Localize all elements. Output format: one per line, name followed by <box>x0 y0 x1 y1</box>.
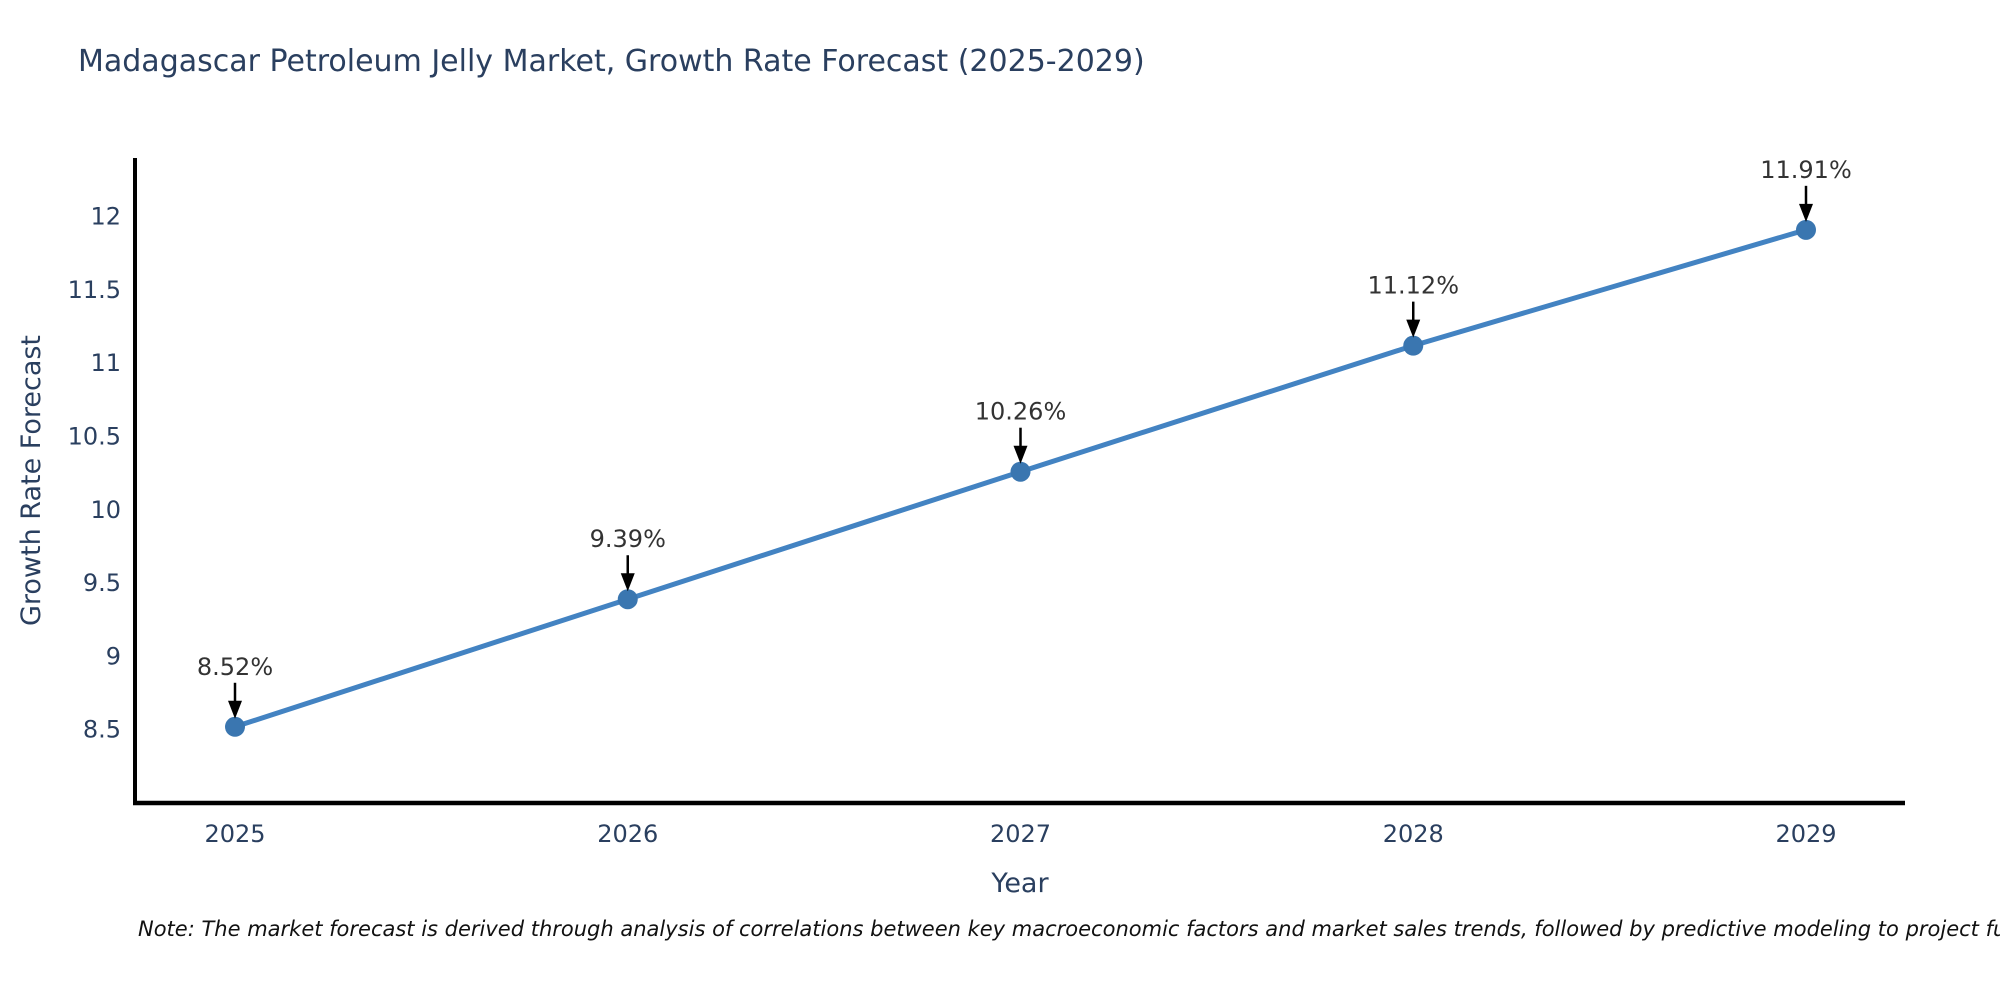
x-axis-title: Year <box>990 868 1049 899</box>
annotation-arrow-head <box>1799 203 1813 222</box>
x-tick-label: 2025 <box>204 820 265 848</box>
x-tick-label: 2026 <box>597 820 658 848</box>
y-tick-label: 10 <box>90 496 121 524</box>
annotation-label: 9.39% <box>590 525 666 553</box>
y-tick-label: 8.5 <box>83 716 121 744</box>
x-tick-label: 2028 <box>1383 820 1444 848</box>
data-point-marker <box>1796 219 1816 240</box>
footnote: Note: The market forecast is derived thr… <box>138 917 2000 941</box>
annotation-label: 8.52% <box>197 653 273 681</box>
y-axis-title: Growth Rate Forecast <box>16 335 47 626</box>
annotation-arrow-head <box>228 700 242 719</box>
y-tick-label: 9 <box>106 642 121 670</box>
x-tick-label: 2029 <box>1775 820 1836 848</box>
y-tick-label: 10.5 <box>68 423 121 451</box>
annotation-arrow-head <box>1013 445 1028 464</box>
annotation-label: 11.91% <box>1760 156 1852 184</box>
data-point-marker <box>1403 335 1424 356</box>
data-point-marker <box>225 716 245 737</box>
annotation-arrow-head <box>620 573 635 592</box>
annotation-arrow-head <box>1406 319 1421 338</box>
annotation-label: 10.26% <box>975 398 1067 426</box>
y-tick-label: 12 <box>90 203 121 231</box>
annotation-label: 11.12% <box>1367 272 1459 300</box>
y-tick-label: 11.5 <box>68 276 121 304</box>
x-tick-label: 2027 <box>990 820 1051 848</box>
y-tick-label: 9.5 <box>83 569 121 597</box>
data-point-marker <box>1010 461 1031 482</box>
data-point-marker <box>617 589 638 610</box>
y-tick-label: 11 <box>90 349 121 377</box>
chart-title: Madagascar Petroleum Jelly Market, Growt… <box>78 44 1145 79</box>
